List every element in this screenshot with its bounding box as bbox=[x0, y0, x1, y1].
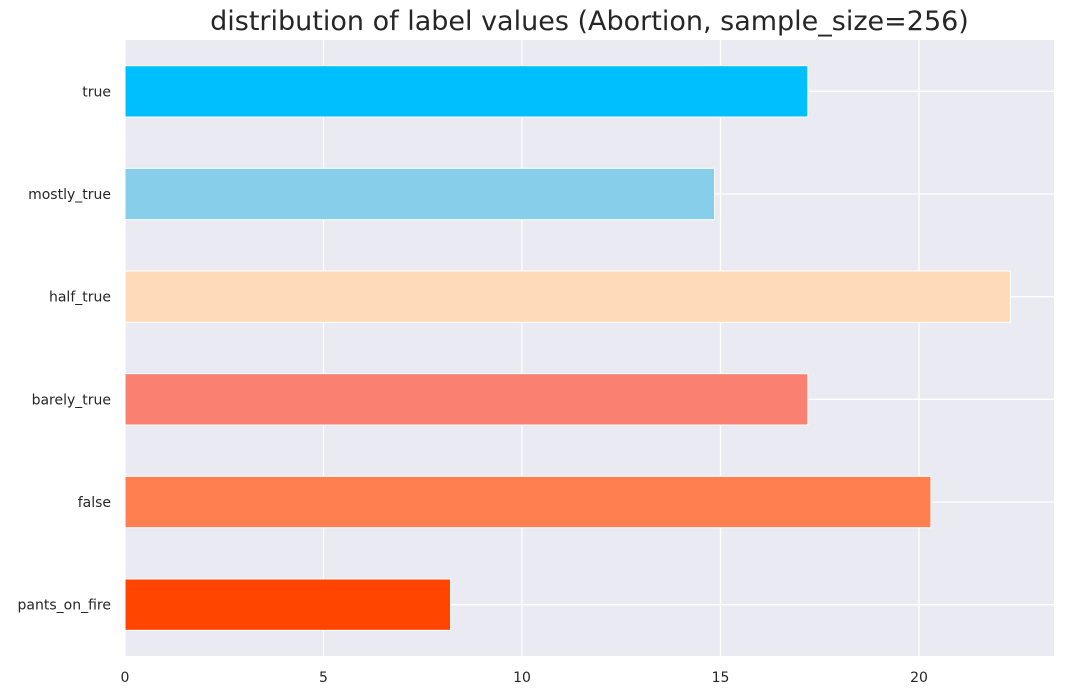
x-tick-label: 10 bbox=[513, 670, 531, 686]
bar-barely-true bbox=[124, 373, 809, 426]
x-tick-label: 0 bbox=[121, 670, 130, 686]
y-tick-labels: true mostly_true half_true barely_truefalse… bbox=[18, 84, 111, 613]
plot-area bbox=[125, 40, 1054, 656]
y-tick-label: mostly_true bbox=[28, 187, 111, 203]
bar-pants-on-fire bbox=[124, 578, 452, 631]
bars bbox=[124, 65, 1011, 631]
chart-title: distribution of label values (Abortion, … bbox=[210, 6, 969, 37]
y-tick-label: half_true bbox=[49, 290, 111, 306]
x-tick-label: 5 bbox=[319, 670, 328, 686]
y-tick-label: false bbox=[78, 495, 111, 511]
x-tick-label: 15 bbox=[712, 670, 730, 686]
bar-mostly-true bbox=[124, 167, 716, 221]
y-tick-label: pants_on_fire bbox=[18, 598, 111, 614]
y-tick-label: true bbox=[82, 84, 111, 100]
y-tick-label: barely_true bbox=[32, 392, 111, 408]
bar-half-true bbox=[124, 270, 1011, 323]
bar-true bbox=[124, 65, 809, 118]
x-tick-label: 20 bbox=[910, 670, 928, 686]
bar-false bbox=[124, 475, 932, 529]
x-tick-labels: 0 5 10 15 20 bbox=[121, 670, 928, 686]
